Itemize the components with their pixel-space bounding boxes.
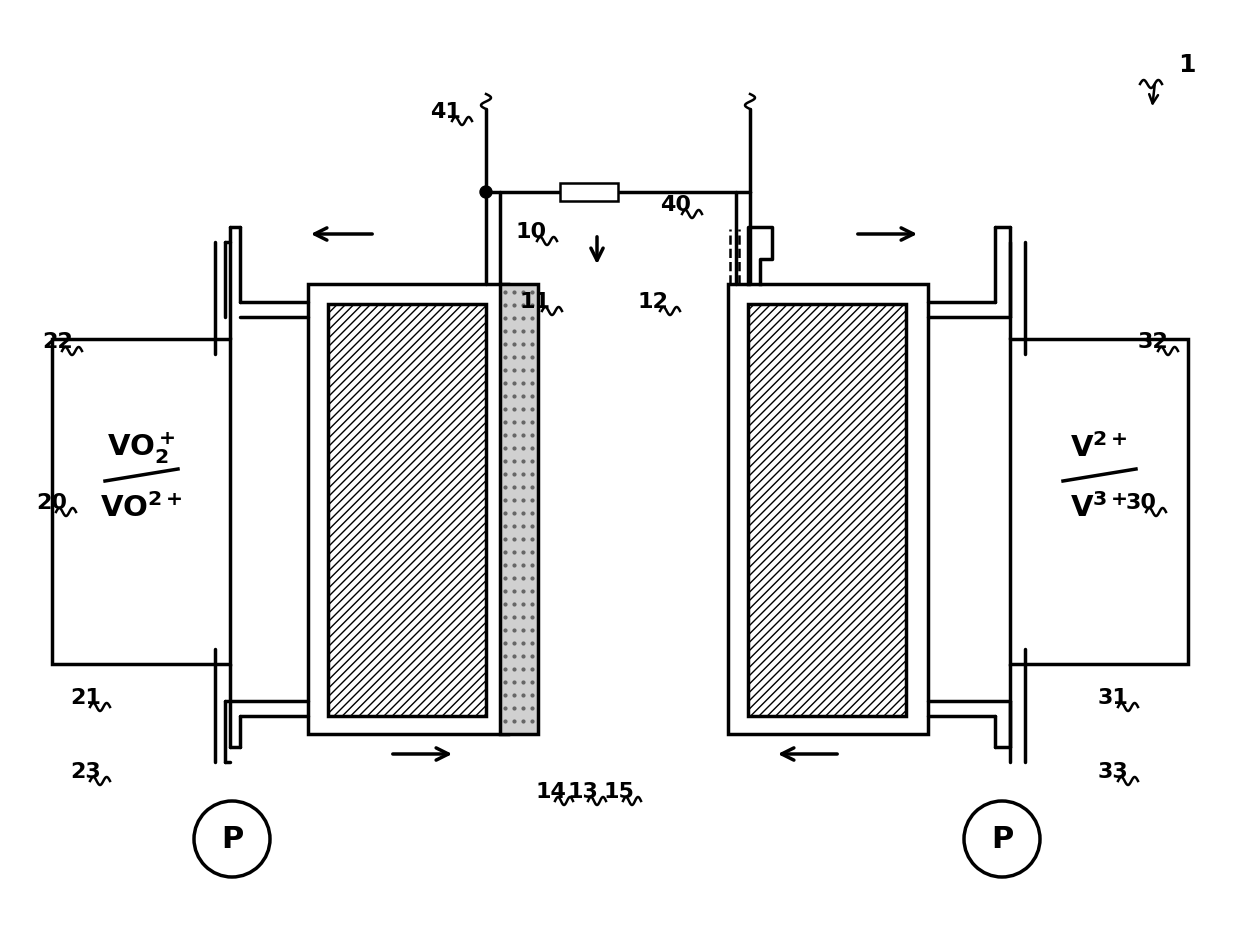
Circle shape <box>963 801 1040 877</box>
Text: $\mathregular{V^{2+}}$: $\mathregular{V^{2+}}$ <box>1070 432 1128 462</box>
Text: 31: 31 <box>1097 688 1128 707</box>
Circle shape <box>193 801 270 877</box>
Bar <box>500 285 538 734</box>
Text: 40: 40 <box>660 195 691 214</box>
Text: 30: 30 <box>1126 493 1157 512</box>
Text: 11: 11 <box>520 291 551 312</box>
Bar <box>52 340 229 664</box>
Text: P: P <box>991 825 1013 854</box>
Text: P: P <box>221 825 243 854</box>
Text: 12: 12 <box>639 291 668 312</box>
Bar <box>329 304 486 716</box>
Text: 33: 33 <box>1097 761 1128 781</box>
Text: 15: 15 <box>603 781 634 801</box>
Text: 22: 22 <box>42 331 73 352</box>
Bar <box>748 304 906 716</box>
Text: 41: 41 <box>430 102 461 122</box>
Text: $\mathregular{VO^{2+}}$: $\mathregular{VO^{2+}}$ <box>99 493 182 522</box>
Text: 1: 1 <box>1178 53 1195 77</box>
Bar <box>1011 340 1188 664</box>
Bar <box>308 285 508 734</box>
Text: $\mathregular{V^{3+}}$: $\mathregular{V^{3+}}$ <box>1070 493 1128 522</box>
Text: 14: 14 <box>534 781 565 801</box>
Text: 21: 21 <box>69 688 100 707</box>
Text: $\mathregular{VO_2^+}$: $\mathregular{VO_2^+}$ <box>107 430 175 466</box>
Text: 32: 32 <box>1138 331 1169 352</box>
Text: 23: 23 <box>69 761 100 781</box>
Text: 13: 13 <box>568 781 599 801</box>
Bar <box>728 285 928 734</box>
Text: 20: 20 <box>36 493 67 512</box>
Circle shape <box>480 187 492 199</box>
Bar <box>560 184 618 201</box>
Text: 10: 10 <box>515 222 546 241</box>
